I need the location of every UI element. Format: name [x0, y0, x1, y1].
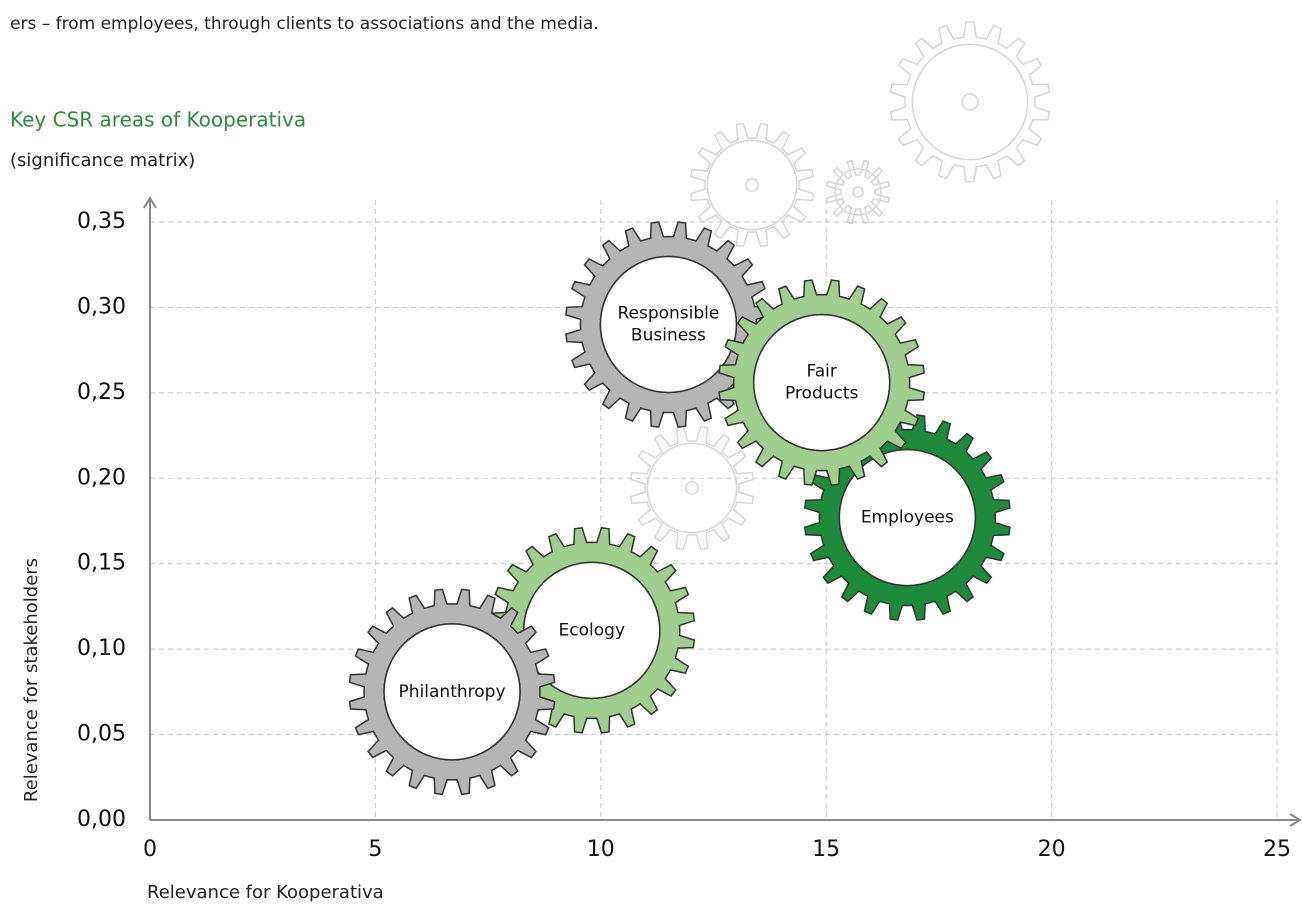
chart-title: Key CSR areas of Kooperativa: [10, 108, 306, 132]
gear-hole: [599, 255, 738, 394]
point-label: Responsible Business: [617, 304, 719, 346]
x-tick-label: 5: [368, 837, 382, 862]
y-axis-label: Relevance for stakeholders: [21, 558, 42, 802]
gear-hole: [383, 623, 521, 761]
gear-hole: [838, 448, 977, 587]
y-tick-label: 0,20: [77, 465, 126, 490]
intro-text: ers – from employees, through clients to…: [10, 14, 599, 34]
y-axis-arrow: [143, 196, 157, 209]
point-label: Fair Products: [785, 362, 859, 404]
background-gear-hub: [961, 93, 979, 111]
y-tick-label: 0,30: [77, 294, 126, 319]
x-axis-label: Relevance for Kooperativa: [147, 882, 384, 903]
y-tick-label: 0,35: [77, 209, 126, 234]
x-tick-label: 10: [587, 837, 615, 862]
x-tick-label: 15: [812, 837, 840, 862]
x-tick-label: 0: [143, 837, 157, 862]
point-label: Ecology: [559, 620, 625, 640]
y-tick-label: 0,00: [77, 807, 126, 832]
point-label: Employees: [861, 508, 954, 528]
background-gear: [825, 159, 891, 225]
x-tick-label: 25: [1263, 837, 1291, 862]
background-gear: [629, 425, 755, 551]
chart-subtitle: (significance matrix): [10, 150, 195, 171]
point-label: Philanthropy: [399, 682, 506, 702]
background-gear-hub: [745, 178, 759, 192]
y-tick-label: 0,15: [77, 551, 126, 576]
y-tick-label: 0,25: [77, 380, 126, 405]
y-tick-label: 0,05: [77, 722, 126, 747]
x-axis-arrow: [1289, 813, 1302, 827]
x-tick-label: 20: [1038, 837, 1066, 862]
background-gear-hub: [685, 481, 699, 495]
background-gear-hub: [852, 186, 864, 198]
gear-hole: [752, 313, 891, 452]
background-gear: [689, 122, 815, 248]
y-tick-label: 0,10: [77, 636, 126, 661]
background-gear: [889, 21, 1051, 183]
